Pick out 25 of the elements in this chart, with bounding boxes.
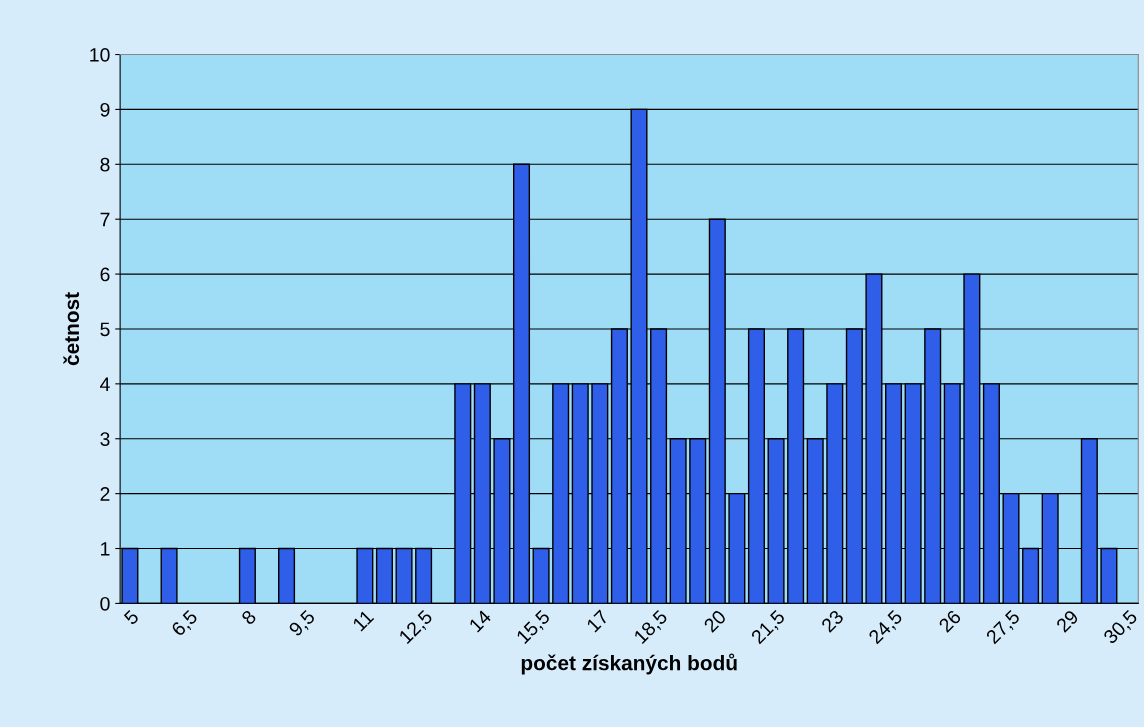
y-tick-label: 4 [100,377,110,391]
x-tick-label: 20 [703,609,727,633]
x-tick-label: 6,5 [170,609,200,639]
x-tick-label: 23 [820,609,845,633]
y-tick-label: 0 [100,596,110,611]
x-tick-label: 5 [123,609,140,626]
x-tick-label: 8 [240,609,257,626]
x-tick-label: 30,5 [1102,609,1140,647]
y-axis-title: četnost [63,292,80,366]
x-tick-label: 17 [586,609,610,633]
x-tick-label: 11 [352,609,375,632]
y-tick-label: 1 [101,542,110,556]
y-tick-label: 2 [100,487,110,501]
y-tick-label: 8 [100,157,110,172]
x-tick-label: 26 [938,609,962,633]
x-tick-label: 29 [1055,609,1080,633]
x-axis-title: počet získaných bodů [521,653,737,675]
y-tick-label: 6 [100,267,110,282]
x-tick-label: 9,5 [288,609,318,639]
y-tick-label: 10 [90,47,110,62]
y-tick-label: 5 [100,322,110,337]
x-tick-label: 14 [468,609,492,633]
y-tick-label: 9 [100,102,110,117]
y-tick-label: 7 [100,212,110,227]
y-tick-label: 3 [100,432,110,446]
